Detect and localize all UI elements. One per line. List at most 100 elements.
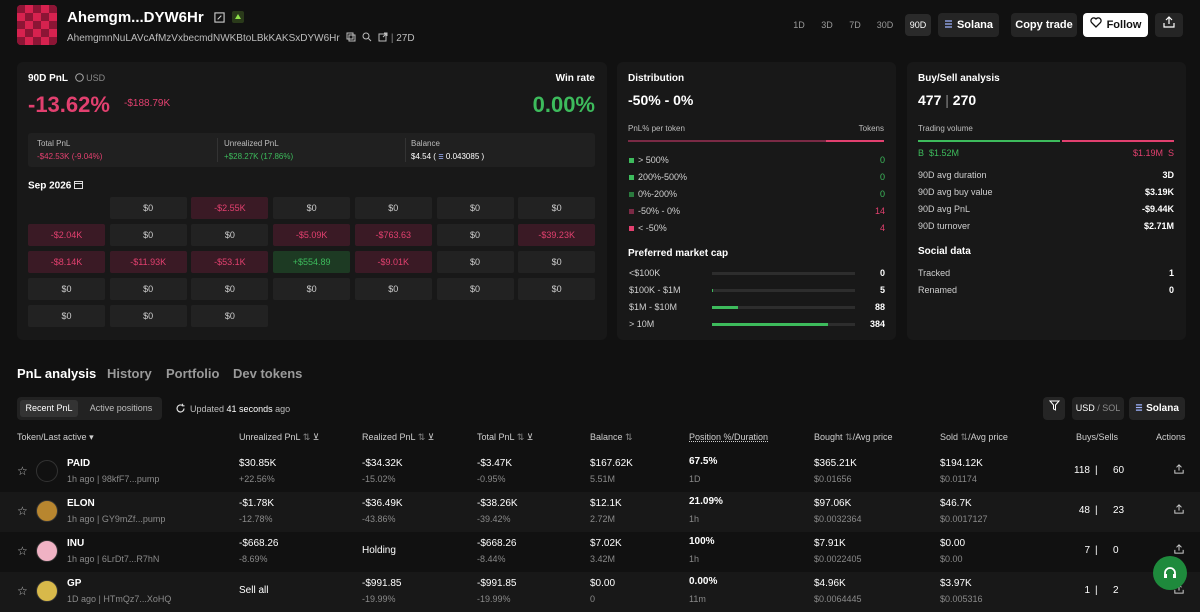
calendar-day[interactable]: -$53.1K xyxy=(191,251,269,273)
share-icon[interactable] xyxy=(1174,464,1184,477)
col-bought[interactable]: Bought ⇅/Avg price xyxy=(814,432,892,443)
sold-avg-price: $0.0017127 xyxy=(940,514,988,524)
calendar-day[interactable]: $0 xyxy=(354,278,432,300)
distribution-value: 0 xyxy=(879,172,885,182)
timeframe-1d[interactable]: 1D xyxy=(793,20,805,30)
toggle-usd[interactable]: USD xyxy=(1075,403,1095,413)
external-link-icon[interactable] xyxy=(378,32,388,45)
calendar-day[interactable]: -$2.55K xyxy=(191,197,269,219)
col-total[interactable]: Total PnL ⇅ ⊻ xyxy=(477,432,533,443)
calendar-day[interactable]: $0 xyxy=(191,278,269,300)
table-row[interactable]: ☆ INU 1h ago | 6LrDt7...R7hN -$668.26 -8.69%… xyxy=(0,532,1200,572)
col-token-label: Token/Last active xyxy=(17,432,87,442)
calendar-day[interactable]: -$763.63 xyxy=(354,224,432,246)
col-unrealized[interactable]: Unrealized PnL ⇅ ⊻ xyxy=(239,432,319,443)
support-chat-button[interactable] xyxy=(1153,556,1187,590)
calendar-day[interactable]: $0 xyxy=(191,305,269,327)
copy-icon[interactable] xyxy=(346,32,356,45)
token-name[interactable]: GP xyxy=(67,578,82,589)
calendar-day[interactable]: $0 xyxy=(28,305,105,327)
calendar-day[interactable]: $0 xyxy=(273,278,351,300)
calendar-month[interactable]: Sep 2026 xyxy=(28,180,84,192)
pnl-currency: USD xyxy=(86,73,106,83)
star-icon[interactable]: ☆ xyxy=(17,544,28,558)
col-realized[interactable]: Realized PnL ⇅ ⊻ xyxy=(362,432,434,443)
timeframe-30d[interactable]: 30D xyxy=(876,20,894,30)
calendar-day[interactable]: $0 xyxy=(191,224,269,246)
calendar-day[interactable]: -$11.93K xyxy=(109,251,187,273)
chain-selector[interactable]: Solana xyxy=(938,13,999,37)
filter-icon[interactable]: ⊻ xyxy=(427,432,435,442)
filter-icon[interactable]: ⊻ xyxy=(526,432,534,442)
market-cap-value: 0 xyxy=(879,268,885,278)
calendar-day[interactable]: -$2.04K xyxy=(28,224,105,246)
subtab-recent-pnl[interactable]: Recent PnL xyxy=(20,400,78,417)
col-balance[interactable]: Balance ⇅ xyxy=(590,432,633,443)
calendar-day[interactable]: -$39.23K xyxy=(518,224,596,246)
calendar-day[interactable]: $0 xyxy=(109,224,187,246)
share-icon[interactable] xyxy=(1174,544,1184,557)
buysell-stat-value: $2.71M xyxy=(1143,221,1174,231)
token-icon xyxy=(36,580,58,602)
token-name[interactable]: INU xyxy=(67,538,85,549)
share-button[interactable] xyxy=(1155,13,1183,37)
calendar-day[interactable]: -$9.01K xyxy=(354,251,432,273)
token-address[interactable]: 98kfF7...pump xyxy=(101,474,160,484)
chain-filter-button[interactable]: Solana xyxy=(1129,397,1185,420)
toggle-sol[interactable]: SOL xyxy=(1102,403,1121,413)
calendar-day[interactable]: $0 xyxy=(436,251,514,273)
tab-history[interactable]: History xyxy=(107,366,152,381)
token-address[interactable]: 6LrDt7...R7hN xyxy=(101,554,160,564)
calendar-day[interactable]: +$554.89 xyxy=(273,251,351,273)
timeframe-3d[interactable]: 3D xyxy=(821,20,833,30)
calendar-day[interactable]: -$8.14K xyxy=(28,251,105,273)
calendar-day[interactable]: -$5.09K xyxy=(273,224,351,246)
calendar-day[interactable]: $0 xyxy=(436,278,514,300)
table-row[interactable]: ☆ GP 1D ago | HTmQz7...XoHQ Sell all -$991.8… xyxy=(0,572,1200,612)
token-address[interactable]: HTmQz7...XoHQ xyxy=(103,594,172,604)
table-row[interactable]: ☆ PAID 1h ago | 98kfF7...pump $30.85K +22.56… xyxy=(0,452,1200,492)
calendar-day[interactable]: $0 xyxy=(109,305,187,327)
col-position[interactable]: Position %/Duration xyxy=(689,432,769,442)
social-title: Social data xyxy=(918,246,971,257)
tab-portfolio[interactable]: Portfolio xyxy=(166,366,220,381)
star-icon[interactable]: ☆ xyxy=(17,464,28,478)
calendar-day[interactable]: $0 xyxy=(354,197,432,219)
filter-icon[interactable]: ⊻ xyxy=(312,432,320,442)
calendar-day[interactable]: $0 xyxy=(518,251,596,273)
sort-icon: ⇅ xyxy=(960,432,969,442)
usd-sol-toggle[interactable]: USD / SOL xyxy=(1072,397,1124,420)
share-icon[interactable] xyxy=(1174,504,1184,517)
calendar-day[interactable]: $0 xyxy=(109,197,187,219)
search-icon[interactable] xyxy=(362,32,372,45)
winrate-label: Win rate xyxy=(555,73,595,84)
calendar-day[interactable]: $0 xyxy=(518,197,596,219)
token-name[interactable]: ELON xyxy=(67,498,95,509)
calendar-day[interactable]: $0 xyxy=(28,278,105,300)
copy-trade-button[interactable]: Copy trade xyxy=(1011,13,1077,37)
star-icon[interactable]: ☆ xyxy=(17,504,28,518)
tab-pnl-analysis[interactable]: PnL analysis xyxy=(17,366,97,381)
calendar-day[interactable]: $0 xyxy=(273,197,351,219)
balance-label: Balance xyxy=(411,139,440,148)
token-name[interactable]: PAID xyxy=(67,458,91,469)
token-address[interactable]: GY9mZf...pump xyxy=(101,514,166,524)
edit-icon[interactable] xyxy=(214,10,225,27)
buysell-stat-row: 90D avg duration 3D xyxy=(918,170,1174,180)
timeframe-7d[interactable]: 7D xyxy=(849,20,861,30)
calendar-day[interactable]: $0 xyxy=(518,278,596,300)
star-icon[interactable]: ☆ xyxy=(17,584,28,598)
table-row[interactable]: ☆ ELON 1h ago | GY9mZf...pump -$1.78K -12.78… xyxy=(0,492,1200,532)
tab-dev-tokens[interactable]: Dev tokens xyxy=(233,366,303,381)
timeframe-90d[interactable]: 90D xyxy=(905,14,931,36)
filter-button[interactable] xyxy=(1043,397,1065,420)
calendar-day[interactable]: $0 xyxy=(109,278,187,300)
calendar-day[interactable]: $0 xyxy=(436,224,514,246)
calendar-day[interactable]: $0 xyxy=(436,197,514,219)
col-sold[interactable]: Sold ⇅/Avg price xyxy=(940,432,1008,443)
currency-toggle[interactable]: USD xyxy=(74,73,106,83)
subtab-active-positions[interactable]: Active positions xyxy=(89,403,153,413)
follow-button[interactable]: Follow xyxy=(1083,13,1148,37)
refresh-icon[interactable] xyxy=(175,403,186,416)
col-token[interactable]: Token/Last active ▾ xyxy=(17,432,94,443)
